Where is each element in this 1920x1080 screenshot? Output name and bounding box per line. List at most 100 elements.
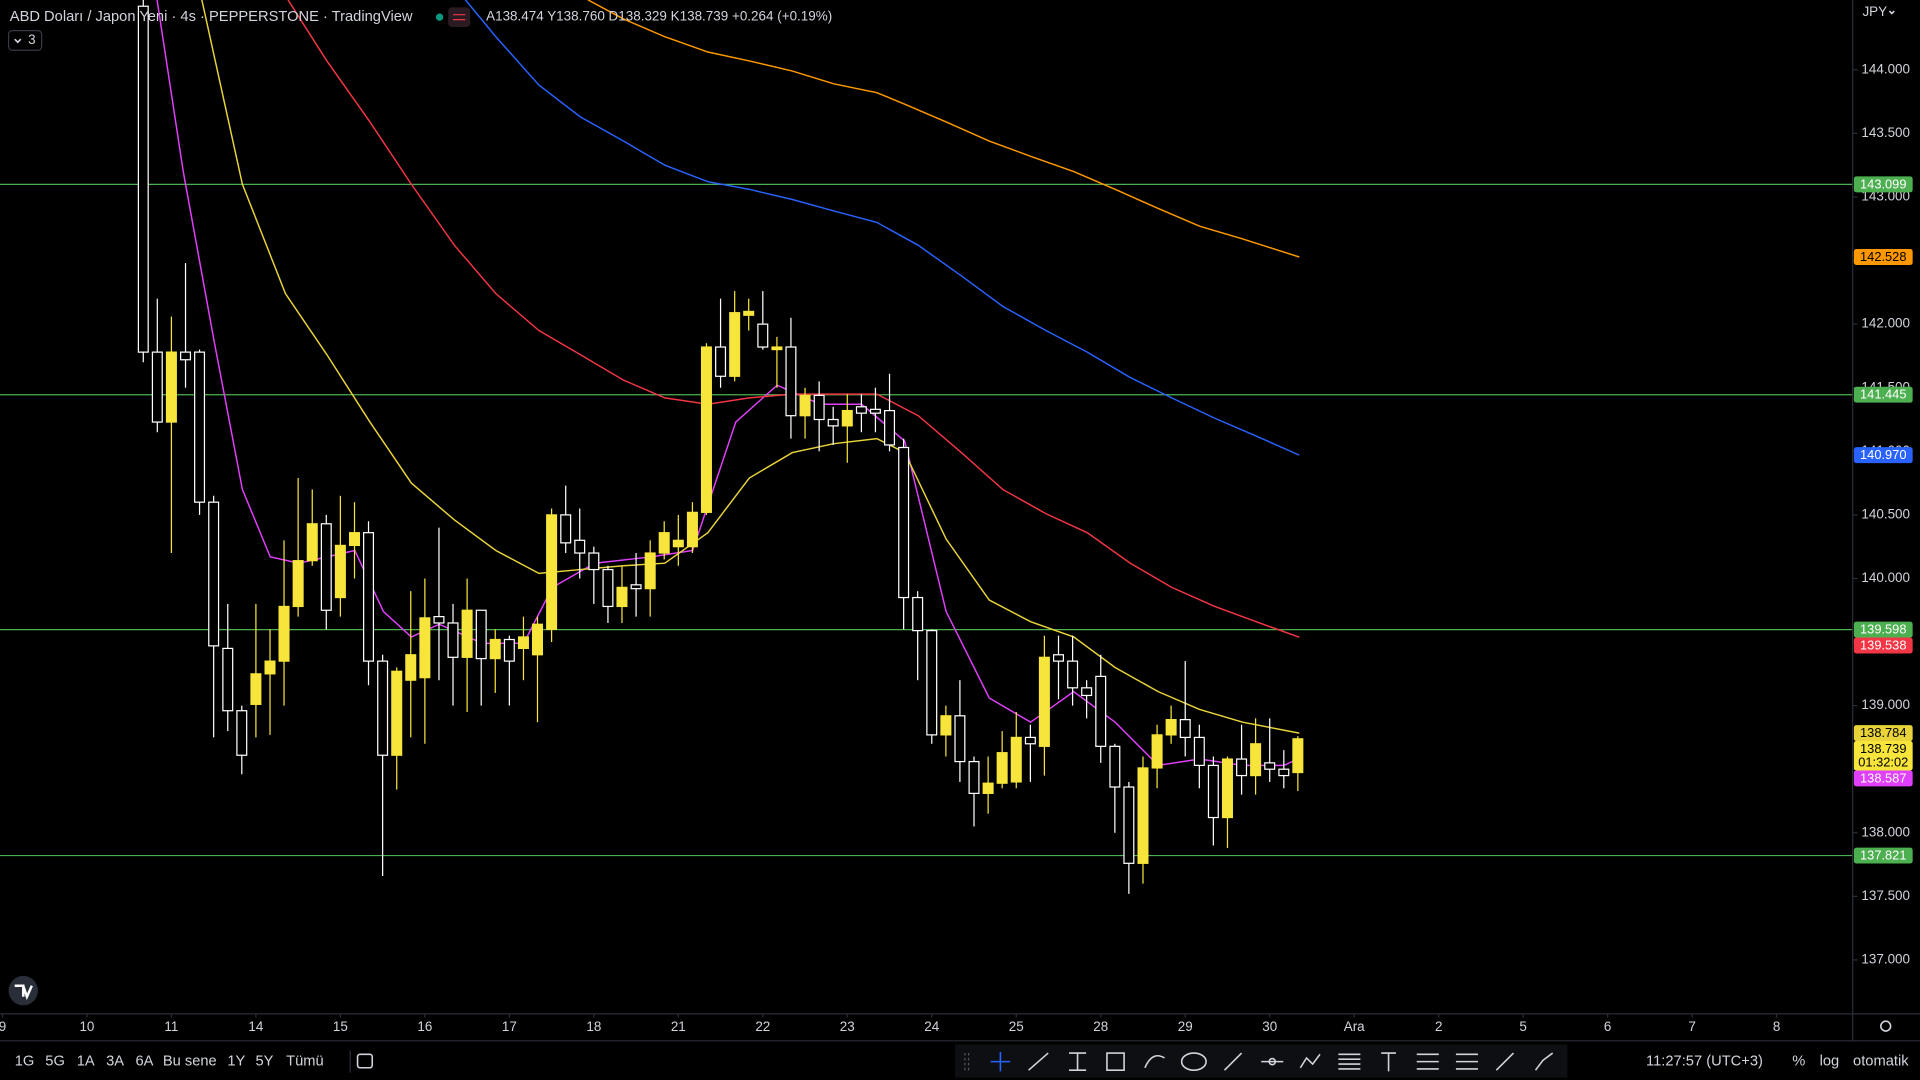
candle-body — [630, 584, 642, 590]
trendline-tool[interactable] — [1028, 1052, 1049, 1071]
candle-body — [250, 673, 262, 705]
channel-tool[interactable] — [1416, 1053, 1439, 1070]
text-tool[interactable] — [1381, 1052, 1396, 1072]
x-tick-label: 11 — [164, 1019, 178, 1034]
candle-body — [996, 752, 1008, 784]
range-button[interactable]: 1G — [15, 1054, 35, 1070]
price-tags: 143.099 142.528 141.445 140.970 139.598139.5… — [1853, 176, 1913, 864]
price-tag-label: 138.784 — [1860, 725, 1906, 740]
currency-chevron — [1888, 10, 1895, 15]
candle-body — [1165, 719, 1177, 736]
candle-body — [475, 609, 487, 660]
settings-gear[interactable] — [1880, 1020, 1892, 1032]
candle-body — [546, 514, 558, 630]
pattern-tool[interactable] — [1299, 1053, 1321, 1069]
x-tick-label: 2 — [1435, 1019, 1442, 1034]
price-tag — [1853, 621, 1913, 638]
candle-body — [574, 539, 586, 554]
percent-toggle[interactable]: % — [1792, 1054, 1805, 1070]
x-tick-label: 15 — [333, 1019, 348, 1034]
symbol-title[interactable]: ABD Doları / Japon Yeni · 4s · PEPPERSTO… — [10, 9, 413, 25]
candle-body — [1236, 758, 1248, 777]
candle-body — [982, 782, 994, 794]
ray-tool[interactable] — [1495, 1052, 1515, 1071]
path-tool[interactable] — [1223, 1052, 1243, 1071]
candle-body — [799, 394, 811, 417]
candle-body — [743, 310, 755, 316]
brush-tool[interactable] — [1144, 1055, 1165, 1069]
candle-body — [151, 351, 163, 423]
candle-body — [841, 409, 853, 427]
indicators-count: 3 — [28, 32, 35, 47]
crosshair-tool[interactable] — [990, 1051, 1011, 1072]
price-tag-label: 138.587 — [1860, 770, 1906, 785]
candle-body — [1081, 687, 1093, 697]
price-tag-label: 138.739 — [1860, 741, 1906, 756]
candle-body — [1278, 768, 1290, 777]
candle-body — [405, 654, 417, 681]
range-button[interactable]: 1Y — [227, 1054, 245, 1070]
candle-body — [700, 346, 712, 513]
x-tick-label: 23 — [840, 1019, 855, 1034]
candle-body — [1179, 719, 1191, 739]
candle-body — [503, 638, 515, 662]
ohlc-legend: A138.474 Y138.760 D138.329 K138.739 +0.2… — [486, 9, 832, 24]
status-dot — [435, 13, 444, 21]
range-button[interactable]: 1A — [77, 1054, 95, 1070]
candle-body — [1095, 675, 1107, 747]
candle-body — [926, 629, 938, 736]
candle-body — [855, 406, 867, 414]
log-toggle[interactable]: log — [1820, 1054, 1840, 1070]
ellipse-tool[interactable] — [1180, 1052, 1207, 1071]
indicators-toggle[interactable] — [7, 30, 43, 51]
x-tick-label: 7 — [1688, 1019, 1695, 1034]
price-tag-label: 143.099 — [1860, 176, 1906, 191]
y-tick-label: 137.000 — [1861, 952, 1910, 967]
candle-body — [137, 5, 149, 353]
range-button[interactable]: Tümü — [286, 1054, 324, 1070]
alert-icon[interactable] — [448, 7, 471, 27]
candle-body — [588, 552, 600, 571]
candle-body — [165, 351, 177, 423]
range-button[interactable]: 5Y — [256, 1054, 274, 1070]
candle-body — [334, 544, 346, 599]
fib-tool[interactable] — [1068, 1052, 1087, 1071]
candle-body — [1137, 767, 1149, 864]
range-button[interactable]: 5G — [45, 1054, 65, 1070]
auto-toggle[interactable]: otomatik — [1853, 1054, 1909, 1070]
tv-logo-mark — [14, 984, 33, 1001]
candle-body — [208, 501, 220, 647]
candle-body — [517, 636, 529, 650]
x-tick-label: 17 — [502, 1019, 517, 1034]
candle-body — [348, 532, 361, 547]
candle-body — [1151, 734, 1163, 769]
date-range-icon[interactable] — [356, 1053, 374, 1069]
eraser-tool[interactable] — [1534, 1052, 1554, 1071]
candle-body — [391, 670, 403, 756]
x-tick-label: 29 — [1178, 1019, 1193, 1034]
candle-body — [363, 532, 375, 662]
clock: 11:27:57 (UTC+3) — [1646, 1054, 1763, 1070]
shape-tool[interactable] — [1106, 1052, 1125, 1071]
candle-body — [1250, 743, 1262, 777]
candle-body — [686, 511, 698, 548]
x-tick-label: 16 — [417, 1019, 432, 1034]
currency[interactable]: JPY — [1862, 4, 1887, 19]
price-tag — [1853, 741, 1913, 771]
price-tag — [1853, 637, 1913, 654]
range-button[interactable]: 3A — [106, 1054, 124, 1070]
gann-tool[interactable] — [1338, 1053, 1361, 1070]
candle-body — [560, 514, 572, 544]
candle-body — [898, 446, 910, 599]
y-tick-label: 142.000 — [1861, 316, 1910, 331]
y-tick-label: 140.000 — [1861, 570, 1910, 585]
measure-tool[interactable] — [1455, 1053, 1478, 1070]
candle-body — [616, 586, 628, 608]
candle-body — [320, 523, 332, 611]
range-button[interactable]: Bu sene — [163, 1054, 217, 1070]
plot-area — [0, 0, 1853, 894]
x-tick-label: 8 — [1773, 1019, 1780, 1034]
range-button[interactable]: 6A — [136, 1054, 154, 1070]
